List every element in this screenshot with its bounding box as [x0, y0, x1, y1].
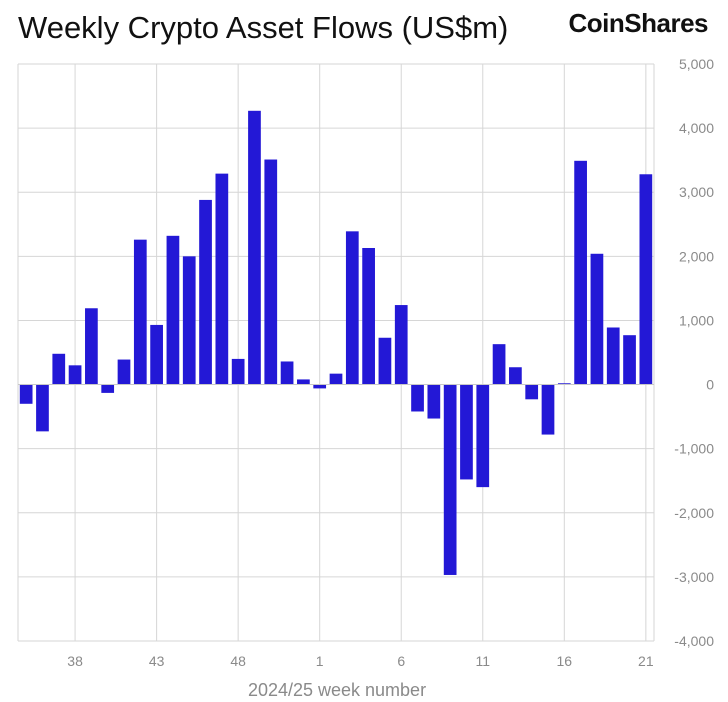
bar-week-40 [101, 384, 115, 393]
bar-week-16 [557, 383, 571, 385]
y-tick-label: 3,000 [679, 184, 714, 200]
bar-week-11 [476, 384, 490, 488]
bar-week-5 [378, 337, 392, 385]
bar-week-37 [52, 353, 66, 385]
bar-week-13 [509, 367, 522, 385]
bar-week-49 [248, 110, 261, 385]
bar-week-36 [36, 384, 49, 432]
bar-week-43 [150, 324, 163, 385]
bar-week-3 [345, 231, 359, 385]
bar-week-45 [182, 256, 196, 385]
bar-week-17 [574, 160, 587, 385]
x-axis-ticks: 38 43 48 1 6 11 16 21 [67, 653, 654, 669]
y-tick-label: -2,000 [674, 505, 714, 521]
y-tick-label: 0 [706, 377, 714, 393]
bar-week-41 [117, 359, 131, 385]
bar-week-7 [411, 384, 424, 412]
bar-week-19 [606, 327, 620, 385]
bar-week-39 [85, 308, 98, 385]
bar-week-8 [427, 384, 441, 419]
bar-week-2 [329, 373, 343, 385]
chart-title: Weekly Crypto Asset Flows (US$m) [18, 10, 509, 45]
bar-week-47 [215, 173, 229, 385]
y-tick-label: -3,000 [674, 569, 714, 585]
bar-week-48 [231, 358, 245, 385]
bar-week-4 [362, 247, 375, 385]
bar-week-42 [133, 239, 147, 385]
bar-week-1 [313, 384, 327, 389]
y-axis-ticks: 5,000 4,000 3,000 2,000 1,000 0 -1,000 -2,000 -3… [674, 56, 714, 649]
x-tick-label: 48 [230, 653, 246, 669]
bar-week-18 [590, 253, 604, 385]
bar-week-51 [280, 361, 294, 385]
y-tick-label: 2,000 [679, 248, 714, 264]
y-tick-label: -4,000 [674, 633, 714, 649]
grid-lines [17, 63, 655, 642]
bars [18, 110, 654, 575]
bar-week-21 [639, 174, 653, 385]
bar-week-20 [623, 335, 636, 385]
bar-week-35 [19, 384, 33, 404]
bar-week-38 [68, 365, 82, 385]
y-tick-label: 1,000 [679, 312, 714, 328]
bar-week-12 [492, 344, 506, 385]
bar-week-46 [199, 199, 212, 385]
x-axis-label: 2024/25 week number [248, 680, 426, 700]
bar-week-9 [443, 384, 457, 575]
x-tick-label: 21 [638, 653, 654, 669]
bar-week-14 [525, 384, 539, 400]
coinshares-logo: CoinShares [568, 8, 709, 38]
x-tick-label: 1 [316, 653, 324, 669]
x-tick-label: 6 [397, 653, 405, 669]
bar-week-52 [297, 379, 310, 385]
y-tick-label: 4,000 [679, 120, 714, 136]
bar-week-44 [166, 235, 180, 385]
bar-week-15 [541, 384, 555, 435]
x-tick-label: 11 [475, 653, 490, 669]
y-tick-label: -1,000 [674, 441, 714, 457]
x-tick-label: 16 [557, 653, 573, 669]
x-tick-label: 38 [67, 653, 83, 669]
bar-week-10 [460, 384, 473, 480]
bar-week-6 [394, 305, 408, 385]
x-tick-label: 43 [149, 653, 165, 669]
y-tick-label: 5,000 [679, 56, 714, 72]
bar-week-50 [264, 159, 278, 385]
